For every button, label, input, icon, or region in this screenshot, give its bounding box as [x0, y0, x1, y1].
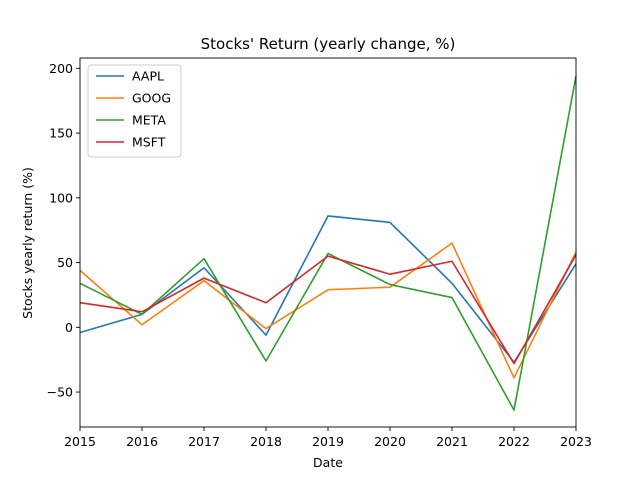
y-tick-label: 150 [49, 126, 73, 141]
plot-area: 2015 2016 2017 2018 2019 2020 2021 2022 2023 −50 0… [47, 57, 592, 449]
legend-label-goog: GOOG [132, 91, 171, 106]
x-tick-label: 2023 [560, 434, 592, 449]
legend-box [87, 64, 182, 158]
y-tick-label: −50 [47, 385, 73, 400]
series-line-msft [79, 254, 577, 365]
y-tick-label: 100 [49, 190, 73, 205]
x-tick-label: 2020 [374, 434, 406, 449]
x-tick-label: 2021 [436, 434, 468, 449]
chart-title: Stocks' Return (yearly change, %) [201, 35, 456, 53]
x-tick-label: 2015 [64, 434, 96, 449]
x-tick-label: 2017 [188, 434, 220, 449]
series-line-goog [79, 242, 577, 379]
series-line-aapl [79, 215, 577, 364]
legend-label-msft: MSFT [132, 135, 166, 150]
y-tick-label: 50 [57, 255, 73, 270]
legend-label-meta: META [132, 113, 166, 128]
x-axis-label: Date [313, 455, 343, 470]
y-tick-label: 0 [65, 320, 73, 335]
series-line-meta [79, 75, 577, 411]
legend-label-aapl: AAPL [132, 69, 164, 84]
x-tick-label: 2016 [126, 434, 158, 449]
x-tick-label: 2018 [250, 434, 282, 449]
x-tick-label: 2019 [312, 434, 344, 449]
x-tick-label: 2022 [498, 434, 530, 449]
y-axis-label: Stocks yearly return (%) [20, 167, 35, 319]
y-tick-label: 200 [49, 61, 73, 76]
